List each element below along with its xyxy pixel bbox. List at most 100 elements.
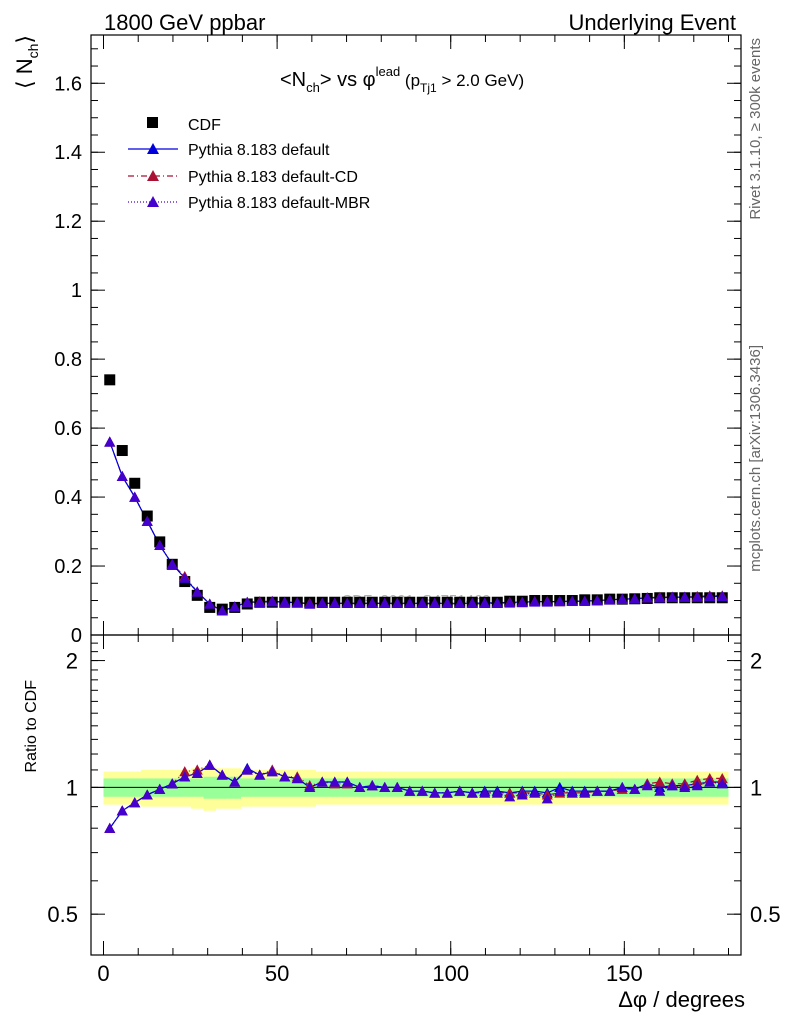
ratio-panel: 0.5 0.5 1 1 2 2 0 50 100 150 Ratio to CDF Δφ / d… <box>23 634 781 1012</box>
analysis-watermark: CDF_2001_S4751469 <box>341 592 490 609</box>
main-y-tick-label: 1 <box>71 280 82 302</box>
main-point-default-mbr <box>616 593 628 604</box>
main-line-default <box>109 441 723 612</box>
main-point-default-mbr <box>216 605 228 616</box>
ratio-point-default-mbr <box>104 822 116 833</box>
ratio-point-default-mbr <box>704 776 716 787</box>
ratio-point-default-mbr <box>204 759 216 770</box>
main-point-default-mbr <box>254 596 266 607</box>
main-panel: 0 0.2 0.4 0.6 0.8 1 1.2 1.4 1.6 ⟨ Nch⟩ <Nch> vs … <box>12 34 742 647</box>
ratio-point-default-mbr <box>391 781 403 793</box>
main-point-default-mbr <box>704 590 716 602</box>
main-point-default-mbr <box>379 597 391 608</box>
main-point-default-mbr <box>316 597 328 608</box>
main-point-default-mbr <box>666 591 678 602</box>
main-point-default-mbr <box>629 593 641 604</box>
ratio-point-default-mbr <box>491 787 503 798</box>
main-y-tick-label: 1.2 <box>54 211 82 233</box>
ratio-point-default-mbr <box>266 766 278 777</box>
ratio-point-default-mbr <box>516 789 528 800</box>
main-y-tick-label: 0.4 <box>54 487 82 509</box>
main-point-default-mbr <box>166 558 178 569</box>
ratio-point-default-mbr <box>379 781 391 793</box>
main-point-default-mbr <box>679 591 691 602</box>
ratio-point-default-mbr <box>254 769 266 780</box>
ratio-point-default-mbr <box>716 778 728 789</box>
ratio-y-tick-label-right: 0.5 <box>750 902 781 927</box>
main-y-axis-label: ⟨ Nch⟩ <box>12 35 41 89</box>
main-point-default-mbr <box>191 586 203 597</box>
ratio-y-tick-label: 1 <box>66 775 78 800</box>
main-point-default-mbr <box>116 470 128 482</box>
ratio-point-default-mbr <box>241 764 253 775</box>
ratio-point-default-mbr <box>354 781 366 793</box>
ratio-point-default-mbr <box>654 785 666 796</box>
ratio-point-default-mbr <box>466 787 478 798</box>
ratio-point-default-mbr <box>429 787 441 798</box>
ratio-point-default-mbr <box>504 791 516 802</box>
ratio-point-default-mbr <box>554 785 566 796</box>
ratio-point-default-mbr <box>604 785 616 796</box>
ratio-point-default-cd <box>179 766 191 777</box>
legend-label-default-cd: Pythia 8.183 default-CD <box>188 169 358 186</box>
ratio-y-axis-label: Ratio to CDF <box>23 680 40 773</box>
main-point-default-mbr <box>179 572 191 583</box>
main-y-tick-label: 1.4 <box>54 142 82 164</box>
x-tick-label: 50 <box>265 961 289 986</box>
x-tick-label: 150 <box>606 961 643 986</box>
legend-label-default-mbr: Pythia 8.183 default-MBR <box>188 195 370 212</box>
legend-marker-cdf <box>147 117 158 128</box>
main-line-default-cd <box>109 441 723 612</box>
ratio-point-default-mbr <box>454 785 466 796</box>
ratio-point-default-mbr <box>129 797 141 808</box>
ratio-point-default-mbr <box>591 785 603 796</box>
main-point-default-mbr <box>516 597 528 608</box>
ratio-point-default-mbr <box>154 783 166 794</box>
main-point-default-mbr <box>341 597 353 608</box>
main-point-default-mbr <box>716 590 728 602</box>
ratio-point-default-mbr <box>679 781 691 793</box>
main-point-default-mbr <box>404 597 416 608</box>
legend-marker-default <box>147 143 159 154</box>
legend: CDF Pythia 8.183 default Pythia 8.183 de… <box>128 117 370 212</box>
main-point-default-mbr <box>529 596 541 607</box>
legend-label-cdf: CDF <box>188 117 221 134</box>
header-right-label: Underlying Event <box>568 10 736 35</box>
main-point-default-mbr <box>329 597 341 608</box>
ratio-point-default-mbr <box>141 789 153 800</box>
ratio-point-default-mbr <box>341 776 353 787</box>
ratio-point-default-mbr <box>179 771 191 782</box>
main-point-default-mbr <box>391 597 403 608</box>
main-point-default-mbr <box>454 597 466 608</box>
header-left-label: 1800 GeV ppbar <box>104 10 265 35</box>
ratio-y-tick-label: 2 <box>66 649 78 674</box>
ratio-point-default-mbr <box>316 776 328 787</box>
ratio-y-tick-label-right: 2 <box>750 649 762 674</box>
main-point-default-mbr <box>554 595 566 606</box>
main-point-default-mbr <box>279 596 291 607</box>
main-point-default-mbr <box>579 595 591 606</box>
ratio-point-default-mbr <box>416 785 428 796</box>
legend-marker-default-mbr <box>147 196 159 207</box>
main-point-default-mbr <box>566 595 578 606</box>
main-point-default-mbr <box>304 598 316 609</box>
ratio-point-default-mbr <box>529 787 541 798</box>
main-point-default-mbr <box>479 597 491 608</box>
ratio-point-default-cd <box>716 772 728 784</box>
main-point-default-mbr <box>691 591 703 602</box>
ratio-point-default-mbr <box>216 769 228 780</box>
main-axis-ticks <box>91 35 741 636</box>
plot-title: <Nch> vs φlead (pTj1 > 2.0 GeV) <box>280 64 524 95</box>
ratio-point-default-mbr <box>441 787 453 798</box>
main-point-default-mbr <box>204 598 216 609</box>
ratio-series-layer <box>104 759 728 833</box>
main-y-tick-label: 0.6 <box>54 418 82 440</box>
ratio-point-default-mbr <box>479 787 491 798</box>
legend-label-default: Pythia 8.183 default <box>188 142 330 159</box>
cdf-point <box>104 374 116 386</box>
ratio-axis-ticks <box>91 635 741 955</box>
ratio-point-default-mbr <box>166 778 178 789</box>
x-tick-label: 0 <box>97 961 109 986</box>
main-point-default-mbr <box>241 596 253 607</box>
